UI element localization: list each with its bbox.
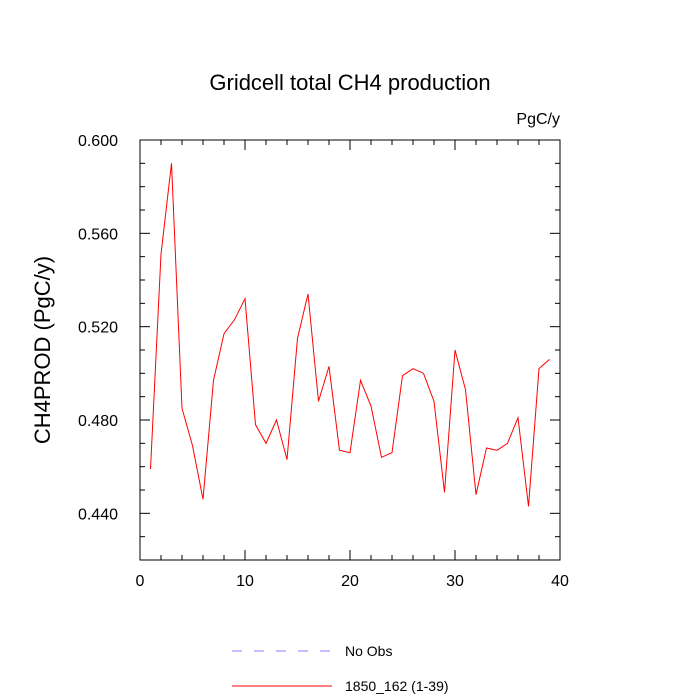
x-tick-label: 20	[341, 573, 359, 590]
y-tick-label: 0.520	[78, 320, 118, 337]
x-tick-label: 30	[446, 573, 464, 590]
legend-label-0: No Obs	[345, 643, 392, 659]
legend-label-1: 1850_162 (1-39)	[345, 678, 449, 694]
chart-title: Gridcell total CH4 production	[209, 70, 490, 95]
units-label: PgC/y	[516, 111, 560, 128]
y-tick-label: 0.600	[78, 133, 118, 150]
x-tick-label: 40	[551, 573, 569, 590]
x-tick-label: 0	[136, 573, 145, 590]
y-tick-label: 0.480	[78, 413, 118, 430]
y-axis-label: CH4PROD (PgC/y)	[30, 256, 55, 444]
x-tick-label: 10	[236, 573, 254, 590]
y-tick-label: 0.560	[78, 226, 118, 243]
y-tick-label: 0.440	[78, 506, 118, 523]
series-line-1	[150, 163, 550, 507]
